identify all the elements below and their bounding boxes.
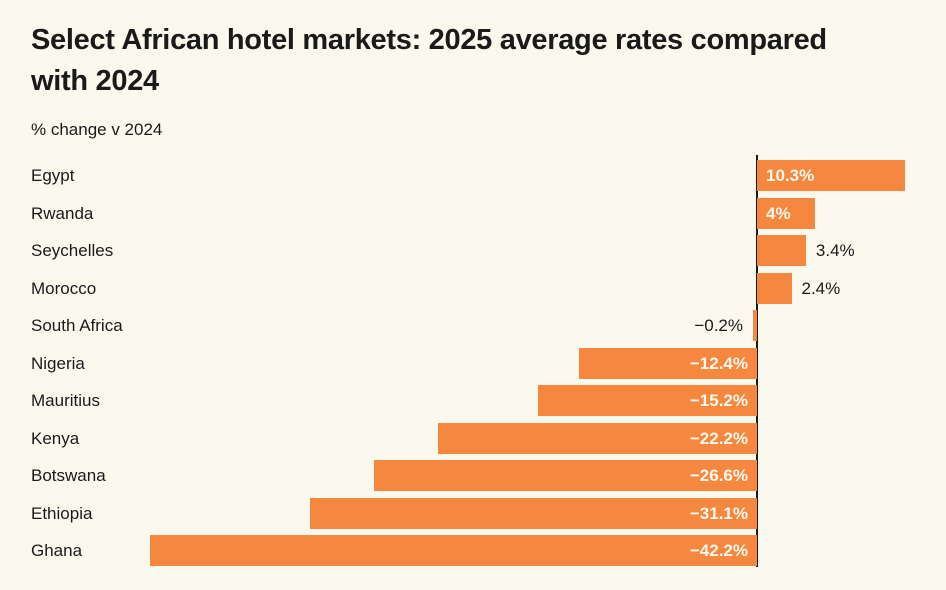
category-label: Botswana	[31, 466, 106, 485]
category-label: Mauritius	[31, 391, 100, 410]
value-label: −42.2%	[689, 541, 748, 560]
value-label: −12.4%	[689, 353, 748, 373]
value-label: −22.2%	[689, 428, 748, 448]
zero-axis-line	[756, 155, 758, 567]
category-label: Ghana	[31, 541, 83, 560]
bar-morocco	[757, 272, 792, 304]
bar-botswana	[374, 460, 757, 491]
value-label: 4%	[766, 203, 791, 223]
value-label: 2.4%	[801, 278, 841, 298]
bar-seychelles	[757, 235, 806, 266]
bar-nigeria	[578, 347, 757, 379]
bar-chart: Egypt 10.3% Rwanda 4% Seychelles 3.4% Morocco 2…	[0, 155, 946, 580]
bar-kenya	[437, 422, 757, 454]
value-label: −31.1%	[689, 503, 748, 523]
value-label: −26.6%	[689, 466, 748, 485]
category-label: Morocco	[31, 278, 97, 298]
bar-ghana	[150, 535, 757, 566]
value-label: 10.3%	[766, 166, 815, 185]
bar-mauritius	[538, 385, 757, 416]
category-label: Kenya	[31, 428, 80, 448]
category-label: Rwanda	[31, 203, 94, 223]
chart-subtitle: % change v 2024	[31, 120, 163, 139]
value-label: −15.2%	[689, 391, 748, 410]
category-label: South Africa	[31, 316, 123, 335]
bar-south-africa	[753, 310, 757, 341]
value-label: −0.2%	[694, 316, 743, 335]
chart-title: Select African hotel markets: 2025 avera…	[31, 24, 827, 97]
category-label: Nigeria	[31, 353, 85, 373]
bar-egypt	[757, 160, 906, 191]
bar-rwanda	[757, 197, 815, 229]
value-label: 3.4%	[815, 241, 855, 260]
bar-ethiopia	[309, 497, 757, 529]
category-label: Seychelles	[31, 241, 114, 260]
category-label: Egypt	[31, 166, 75, 185]
category-label: Ethiopia	[31, 503, 93, 523]
